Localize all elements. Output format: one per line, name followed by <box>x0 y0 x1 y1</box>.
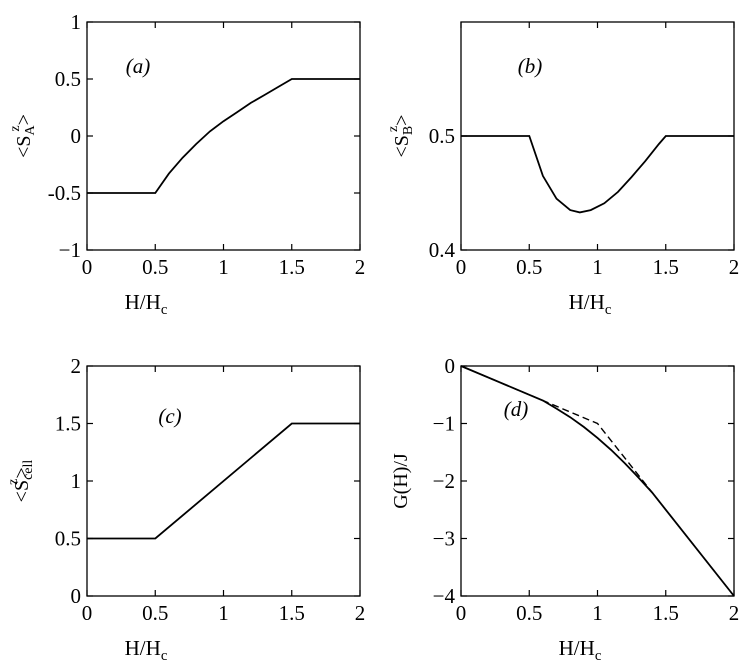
y-tick-label: 0.4 <box>429 238 456 262</box>
y-tick-label: −1 <box>433 412 455 436</box>
y-tick-label: −1 <box>59 238 81 262</box>
panel-label: (a) <box>126 54 151 78</box>
panel-d: 0 0.5 1 1.5 2 −4 −3 −2 −1 0 (d) H/Hc G(H)/J <box>390 354 739 664</box>
x-tick-label: 1.5 <box>653 255 679 279</box>
series-line-solid <box>461 135 734 214</box>
y-tick-label: 1 <box>71 10 82 34</box>
y-tick-label: 0 <box>71 124 82 148</box>
y-axis-label: <SAz> <box>8 114 38 158</box>
series-line-solid <box>87 422 360 540</box>
x-tick-label: 0.5 <box>516 255 542 279</box>
x-tick-label: 2 <box>729 601 740 625</box>
y-tick-label: 1.5 <box>55 412 81 436</box>
x-tick-label: 0.5 <box>142 601 168 625</box>
x-tick-label: 2 <box>729 255 740 279</box>
x-tick-label: 0.5 <box>516 601 542 625</box>
x-tick-label: 0 <box>82 601 93 625</box>
series-line-solid <box>460 365 735 597</box>
x-tick-label: 0 <box>456 601 467 625</box>
x-tick-label: 1.5 <box>279 601 305 625</box>
series-line-dashed <box>460 365 735 597</box>
y-tick-label: −2 <box>433 469 455 493</box>
x-axis-label: H/Hc <box>125 636 168 664</box>
panel-label: (b) <box>518 54 543 78</box>
y-tick-label: 0.5 <box>429 124 455 148</box>
x-tick-label: 0 <box>456 255 467 279</box>
panel-b: 0 0.5 1 1.5 2 0.4 0.5 (b) H/Hc <SBz> <box>386 21 740 318</box>
x-tick-label: 0 <box>82 255 93 279</box>
x-axis-label: H/Hc <box>569 290 612 318</box>
x-tick-label: 2 <box>355 255 366 279</box>
plot-frame <box>460 365 735 597</box>
y-tick-label: 0 <box>71 584 82 608</box>
y-tick-label: -0.5 <box>48 181 81 205</box>
x-tick-label: 1.5 <box>653 601 679 625</box>
x-tick-label: 0.5 <box>142 255 168 279</box>
x-tick-label: 1 <box>592 255 603 279</box>
y-axis-label: <Scellz> <box>6 460 36 503</box>
x-axis-label: H/Hc <box>125 290 168 318</box>
y-tick-label: 2 <box>71 354 82 378</box>
x-tick-label: 1 <box>218 601 229 625</box>
x-tick-label: 1 <box>218 255 229 279</box>
panel-a: 0 0.5 1 1.5 2 −1 -0.5 0 0.5 1 (a) H/Hc <SAz> <box>8 10 365 318</box>
y-tick-label: −4 <box>433 584 456 608</box>
x-axis-label: H/Hc <box>559 636 602 664</box>
panel-label: (d) <box>504 397 529 421</box>
x-tick-label: 2 <box>355 601 366 625</box>
y-tick-label: 0.5 <box>55 527 81 551</box>
y-tick-label: −3 <box>433 527 455 551</box>
panel-label: (c) <box>158 404 181 428</box>
y-axis-label: <SBz> <box>386 115 416 158</box>
y-tick-label: 1 <box>71 469 82 493</box>
x-tick-label: 1.5 <box>279 255 305 279</box>
series-line-solid <box>87 78 360 194</box>
y-tick-label: 0.5 <box>55 67 81 91</box>
y-axis-label: G(H)/J <box>390 453 412 509</box>
y-tick-label: 0 <box>445 354 456 378</box>
panel-c: 0 0.5 1 1.5 2 0 0.5 1 1.5 2 (c) H/Hc <Scellz> <box>6 354 365 664</box>
x-tick-label: 1 <box>592 601 603 625</box>
